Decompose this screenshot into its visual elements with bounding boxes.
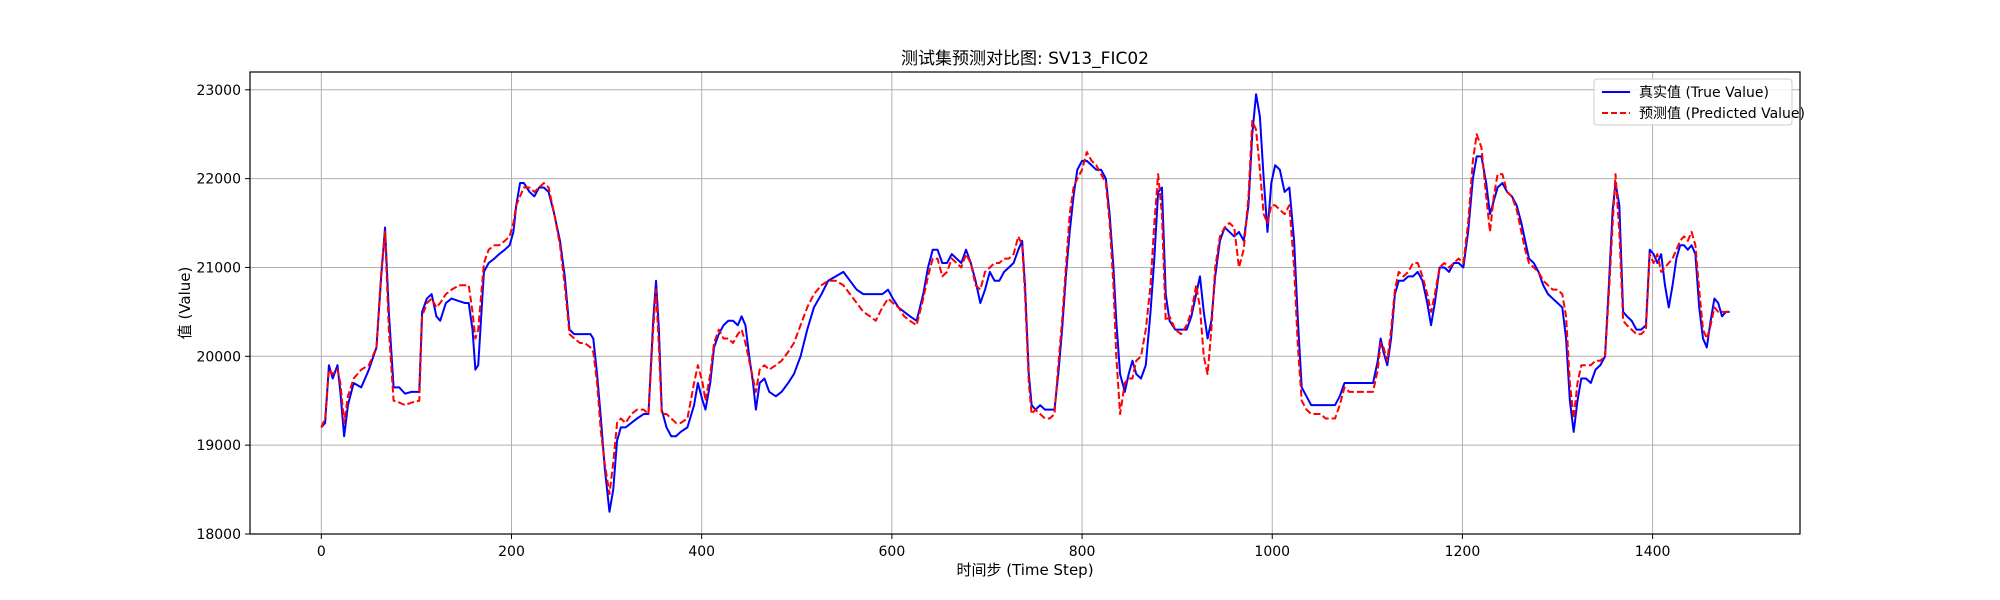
series-layer [320,93,1730,513]
y-tick-label: 23000 [196,83,241,99]
y-tick-label: 22000 [196,172,241,188]
grid-lines [250,72,1800,535]
x-axis-label: 时间步 (Time Step) [956,561,1093,579]
legend: 真实值 (True Value) 预测值 (Predicted Value) [1593,78,1805,126]
x-tick-label: 200 [498,544,525,560]
chart-title: 测试集预测对比图: SV13_FIC02 [901,49,1149,69]
y-tick-label: 20000 [196,349,241,365]
y-axis-label: 值 (Value) [176,267,194,340]
x-tick-label: 800 [1069,544,1096,560]
x-tick-label: 1400 [1635,544,1671,560]
legend-box [1593,78,1793,126]
x-tick-label: 1000 [1254,544,1290,560]
y-tick-label: 21000 [196,260,241,276]
axis-ticks: 0 200 400 600 800 1000 1200 1400 18000 19000 20000… [196,83,1670,560]
x-tick-label: 0 [317,544,326,560]
y-tick-label: 19000 [196,438,241,454]
x-tick-label: 1200 [1445,544,1481,560]
series-line-true-value [320,93,1730,513]
legend-label-true-value: 真实值 (True Value) [1639,85,1769,101]
x-tick-label: 400 [688,544,715,560]
legend-label-predicted-value: 预测值 (Predicted Value) [1639,106,1805,122]
x-tick-label: 600 [879,544,906,560]
y-tick-label: 18000 [196,527,241,543]
series-line-predicted-value [320,119,1730,496]
plot-area-frame [249,71,1801,535]
